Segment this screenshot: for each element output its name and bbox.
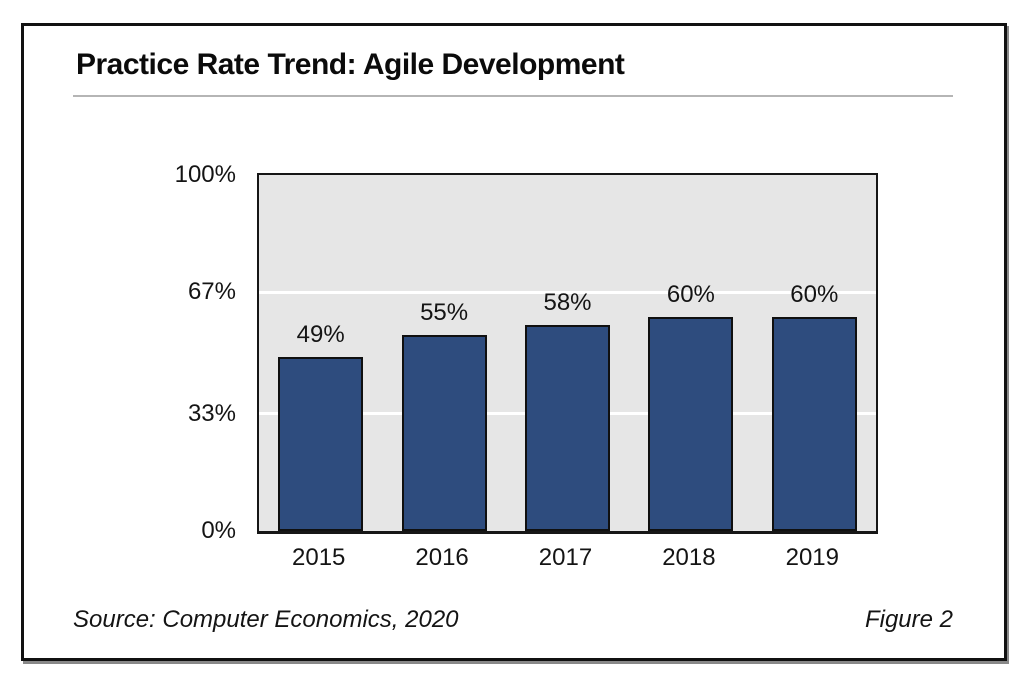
y-tick-label: 33% [187,399,236,427]
bar-slot: 60% [629,175,752,531]
bar-slot: 60% [753,175,876,531]
x-tick-label: 2018 [662,544,716,571]
figure-footer: Source: Computer Economics, 2020 Figure … [73,606,953,634]
bar [401,335,487,531]
bar-value-label: 55% [420,299,469,327]
bar [524,324,611,531]
x-tick-label: 2015 [292,544,346,571]
gridline [259,290,876,294]
y-tick-label: 67% [187,278,236,306]
y-axis: 0% 33% 67% 100% [124,162,236,544]
page-title: Practice Rate Trend: Agile Development [76,48,625,81]
bar-value-label: 60% [790,281,839,309]
source-note: Source: Computer Economics, 2020 [73,606,459,633]
bar-value-label: 58% [543,288,592,316]
y-tick-label: 100% [174,161,236,188]
x-tick-label: 2017 [538,544,593,571]
x-axis: 2015 2016 2017 2018 2019 [257,543,874,575]
bar-slot: 58% [506,175,629,531]
x-tick-label: 2016 [415,544,469,571]
bar [771,317,857,531]
bar-slot: 49% [259,175,382,531]
bar-slot: 55% [382,175,505,531]
figure-label: Figure 2 [864,606,953,633]
bar [648,317,734,531]
y-tick-label: 0% [201,517,236,544]
plot-area: 49% 55% 58% 60% 60% [257,173,878,534]
figure-frame: Practice Rate Trend: Agile Development 0… [21,23,1007,661]
bar [278,356,364,531]
x-tick-label: 2019 [785,544,839,571]
bar-value-label: 60% [666,281,715,309]
title-rule [73,95,953,97]
bar-value-label: 49% [296,320,345,348]
